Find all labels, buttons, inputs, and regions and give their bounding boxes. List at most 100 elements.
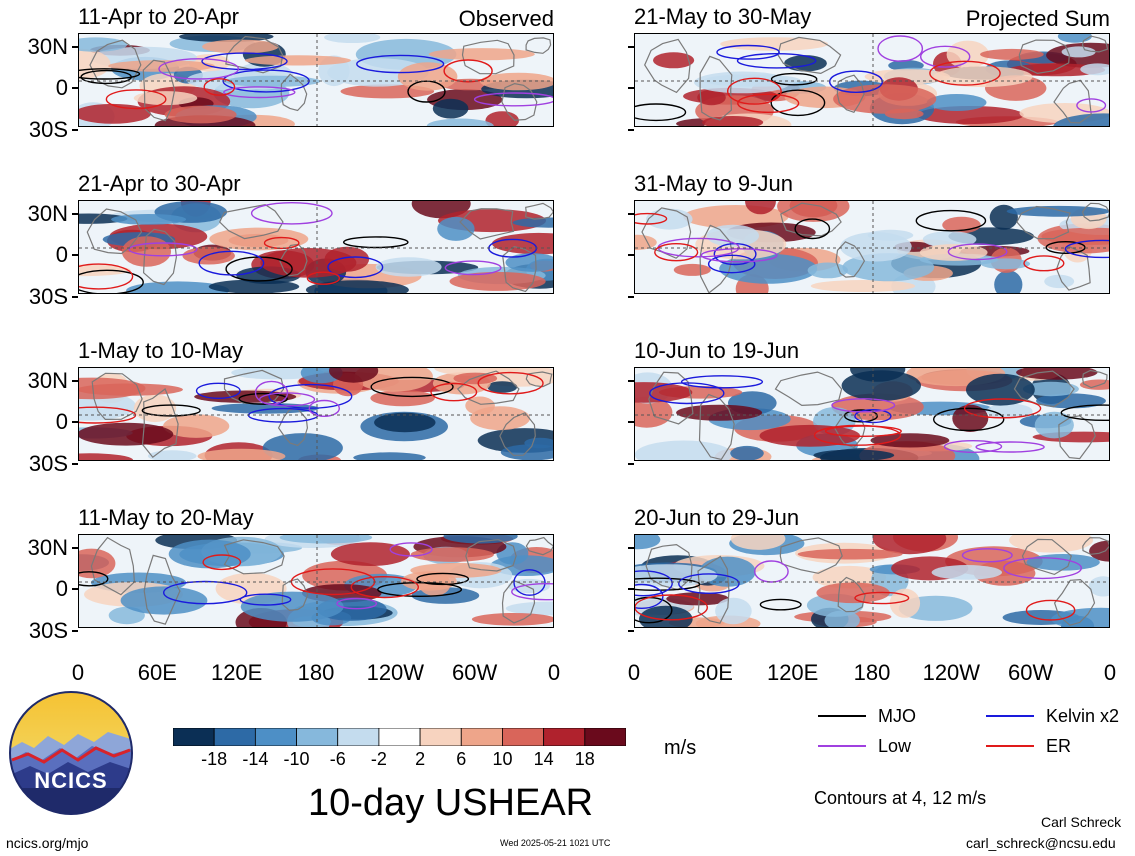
shading-blob xyxy=(505,601,553,616)
shading-blob xyxy=(491,232,553,255)
contour-low xyxy=(223,86,296,99)
coastline xyxy=(223,369,285,405)
shading-blob xyxy=(840,232,912,262)
shading-blob xyxy=(168,539,251,569)
shading-blob xyxy=(989,204,1018,230)
shading-blob xyxy=(980,48,1044,60)
shading-blob xyxy=(182,246,235,265)
shading-blob xyxy=(449,271,546,291)
shear-map xyxy=(635,34,1109,126)
map-panel xyxy=(634,200,1110,294)
contour-kelvin-x2 xyxy=(268,383,353,409)
shading-blob xyxy=(432,98,469,119)
y-tick-mark xyxy=(628,254,634,256)
shading-blob xyxy=(262,433,343,460)
contour-er xyxy=(443,59,493,83)
colorbar xyxy=(172,727,627,747)
y-tick-mark xyxy=(628,213,634,215)
shading-blob xyxy=(702,116,764,126)
contour-low xyxy=(831,398,896,413)
map-panel xyxy=(634,367,1110,461)
footer-url[interactable]: ncics.org/mjo xyxy=(6,835,89,851)
contour-er xyxy=(854,591,910,605)
shading-blob xyxy=(759,424,861,447)
contour-mjo xyxy=(141,404,201,417)
shading-blob xyxy=(816,582,890,604)
colorbar-swatch xyxy=(337,727,380,747)
coastline xyxy=(698,393,735,460)
contour-kelvin-x2 xyxy=(239,593,292,606)
coastline xyxy=(143,554,181,625)
shading-blob xyxy=(147,450,197,460)
shading-blob xyxy=(443,535,518,544)
contour-low xyxy=(158,58,240,80)
y-tick-mark xyxy=(628,296,634,298)
shear-map xyxy=(635,201,1109,293)
colorbar-swatch xyxy=(502,727,545,747)
shading-blob xyxy=(1036,393,1106,409)
y-tick-mark xyxy=(628,46,634,48)
y-tick-label: 30N xyxy=(27,201,68,226)
contour-kelvin-x2 xyxy=(1064,239,1109,259)
legend-swatch xyxy=(986,715,1034,717)
footer-email[interactable]: carl_schreck@ncsu.edu xyxy=(966,835,1116,851)
coastline xyxy=(837,576,866,613)
shading-blob xyxy=(797,548,903,560)
coastline xyxy=(525,37,552,54)
y-tick-label: 0 xyxy=(55,75,68,100)
y-tick-mark xyxy=(72,129,78,131)
contour-mjo xyxy=(79,68,141,80)
shading-blob xyxy=(79,453,134,460)
coastline xyxy=(279,243,308,277)
contour-mjo xyxy=(79,269,144,293)
footer-author: Carl Schreck xyxy=(1041,814,1122,830)
coastline xyxy=(1018,39,1070,75)
contour-mjo xyxy=(79,571,109,587)
legend-swatch xyxy=(818,715,866,717)
shading-blob xyxy=(487,381,518,393)
coastline xyxy=(280,73,308,112)
coastline xyxy=(501,82,538,121)
shading-blob xyxy=(653,52,695,69)
shading-blob xyxy=(922,231,977,248)
shading-blob xyxy=(850,368,906,382)
panel-title: 1-May to 10-May xyxy=(78,338,244,363)
contour-mjo xyxy=(238,392,288,405)
y-tick-label: 30S xyxy=(28,618,68,643)
y-tick-label: 30S xyxy=(28,117,68,142)
contour-mjo xyxy=(843,409,878,423)
panel-title: 21-Apr to 30-Apr xyxy=(78,171,241,196)
shading-blob xyxy=(133,394,177,423)
coastline xyxy=(1013,370,1075,408)
coastline xyxy=(89,39,142,89)
contour-low xyxy=(877,35,924,62)
shading-blob xyxy=(720,37,828,51)
shading-blob xyxy=(745,201,776,215)
shading-blob xyxy=(1080,63,1109,76)
shading-blob xyxy=(1061,46,1096,58)
y-tick-mark xyxy=(72,87,78,89)
x-tick-label: 60E xyxy=(693,660,733,685)
shear-map xyxy=(635,368,1109,460)
logo-text: NCICS xyxy=(34,768,108,793)
contour-low xyxy=(473,92,553,107)
x-tick-label: 120E xyxy=(766,660,819,685)
shading-blob xyxy=(480,72,553,91)
contour-mjo xyxy=(407,80,446,103)
colorbar-label: 14 xyxy=(533,749,554,769)
shading-blob xyxy=(916,106,1024,124)
coastline xyxy=(525,536,553,556)
contour-low xyxy=(128,242,198,257)
shading-blob xyxy=(1026,554,1100,571)
coastline xyxy=(465,539,517,572)
x-tick-label: 120W xyxy=(366,660,425,685)
shading-blob xyxy=(694,71,791,94)
x-tick-label: 60E xyxy=(137,660,177,685)
shading-blob xyxy=(635,440,733,460)
contour-kelvin-x2 xyxy=(635,583,664,609)
x-tick-label: 60W xyxy=(452,660,498,685)
y-tick-mark xyxy=(628,588,634,590)
ncics-logo[interactable]: NCICS xyxy=(8,690,134,816)
contour-kelvin-x2 xyxy=(736,52,817,69)
contour-mjo xyxy=(794,218,831,240)
